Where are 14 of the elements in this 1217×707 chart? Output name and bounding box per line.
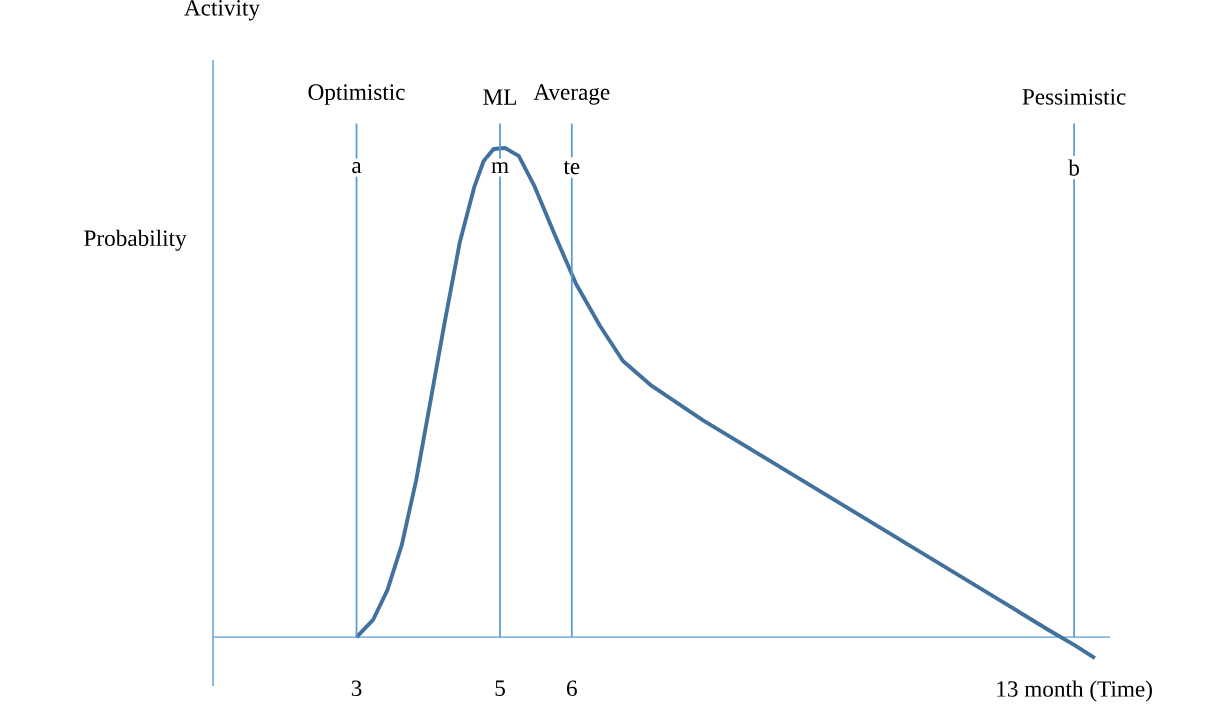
annotation: m [491,162,509,174]
ref-line-label: Average [533,84,610,105]
ref-line-label: Pessimistic [1022,89,1126,105]
annotation: te [563,160,580,175]
x-tick-label: 5 [495,680,505,696]
chart-title: Activity [184,0,260,21]
x-tick-label: 3 [351,680,362,697]
annotation: b [1068,159,1080,176]
x-tick-label: 6 [566,680,577,697]
y-axis-title: Probability [84,229,187,251]
x-tick-label: 13 month (Time) [997,680,1152,702]
annotation: a [352,162,362,174]
ref-line-label: ML [483,89,517,105]
ref-line-label: Optimistic [308,84,405,105]
